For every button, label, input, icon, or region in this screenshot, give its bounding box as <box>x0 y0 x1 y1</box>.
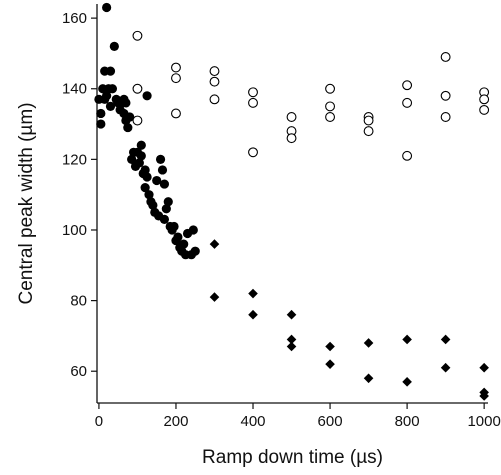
filled-circle-point <box>140 165 150 175</box>
filled-circle-point <box>148 200 158 210</box>
open-circle-point <box>363 115 374 126</box>
diamond-point <box>479 362 489 373</box>
diamond-point <box>248 288 258 299</box>
filled-circle-point <box>157 165 168 175</box>
diamond-point <box>440 334 451 345</box>
filled-circle-point <box>125 112 135 122</box>
filled-circle-point <box>105 66 116 76</box>
open-circle-point <box>440 52 451 62</box>
diamond-point <box>286 309 297 320</box>
open-circle-point <box>209 94 220 105</box>
filled-circle-point <box>159 214 170 224</box>
x-tick-label: 0 <box>95 413 103 430</box>
open-circle-point <box>132 30 143 41</box>
diamond-point <box>325 341 335 352</box>
open-circle-point <box>479 104 490 115</box>
filled-circle-point <box>161 204 171 214</box>
diamond-point <box>363 338 374 348</box>
diamond-point <box>402 377 412 387</box>
filled-circle-point <box>123 122 133 133</box>
filled-circle-point <box>121 98 131 108</box>
open-circle-point <box>171 108 181 119</box>
filled-circle-point <box>144 190 154 200</box>
filled-circle-point <box>163 197 173 207</box>
diamond-point <box>209 239 220 249</box>
y-tick-label: 80 <box>70 293 87 310</box>
open-circle-point <box>402 80 413 91</box>
open-circle-point <box>440 90 451 101</box>
open-circle-point <box>132 83 143 94</box>
open-circle-point <box>171 73 181 84</box>
diamond-point <box>363 373 374 384</box>
x-tick-label: 1000 <box>467 413 500 430</box>
open-circle-point <box>402 150 413 161</box>
filled-circle-point <box>96 119 106 129</box>
diamond-point <box>440 362 451 373</box>
diamond-point <box>248 309 258 320</box>
diamond-point <box>286 334 297 345</box>
diamond-point <box>402 334 412 345</box>
filled-circle-point <box>188 225 198 235</box>
y-tick-label: 60 <box>70 363 87 380</box>
open-circle-point <box>363 126 374 137</box>
open-circle-point <box>402 97 413 108</box>
filled-circle-point <box>109 41 119 51</box>
y-axis-label: Central peak width (µm) <box>16 102 37 304</box>
filled-circle-point <box>140 183 150 193</box>
filled-circle-point <box>134 158 144 168</box>
diamond-point <box>286 341 297 352</box>
open-circle-point <box>132 115 143 126</box>
filled-circle-point <box>102 2 112 13</box>
filled-circle-point <box>136 151 146 161</box>
x-tick-label: 200 <box>163 413 188 430</box>
filled-circle-point <box>136 140 146 150</box>
filled-circle-point <box>173 232 183 242</box>
x-tick-label: 600 <box>318 413 343 430</box>
open-circle-point <box>248 87 258 98</box>
filled-circle-point <box>127 154 137 164</box>
filled-circle-point <box>96 108 106 119</box>
open-circle-point <box>479 94 490 105</box>
filled-circle-point <box>190 246 200 256</box>
open-circle-point <box>286 112 297 122</box>
y-axis-ticks: 60 80 100 120 140 160 <box>62 10 97 380</box>
diamond-point <box>209 292 220 302</box>
open-circle-point <box>325 112 336 122</box>
plot-frame <box>96 4 488 404</box>
diamond-point <box>479 391 489 401</box>
filled-circle-point <box>102 91 112 101</box>
filled-circle-point <box>107 84 118 94</box>
open-circle-point <box>209 76 220 87</box>
open-circle-point <box>325 83 336 94</box>
x-tick-label: 800 <box>395 413 420 430</box>
open-circle-point <box>440 112 451 122</box>
filled-circle-point <box>155 154 166 164</box>
x-axis-label: Ramp down time (µs) <box>202 447 383 468</box>
y-tick-label: 160 <box>62 10 87 27</box>
y-tick-label: 140 <box>62 81 87 98</box>
open-circle-point <box>248 147 258 158</box>
filled-circle-point <box>179 239 189 249</box>
filled-circle-point <box>152 175 162 186</box>
y-tick-label: 100 <box>62 222 87 239</box>
filled-circle-point <box>105 101 116 111</box>
y-tick-label: 120 <box>62 151 87 168</box>
open-circle-point <box>248 97 258 108</box>
open-circle-point <box>286 133 297 144</box>
filled-circle-point <box>142 91 152 101</box>
open-circle-point <box>325 101 336 112</box>
x-tick-label: 400 <box>240 413 265 430</box>
open-circle-point <box>209 66 220 77</box>
data-points <box>94 2 490 401</box>
filled-circle-point <box>142 172 152 182</box>
open-circle-point <box>171 62 181 73</box>
filled-circle-point <box>159 179 170 189</box>
x-axis-ticks: 0 200 400 600 800 1000 <box>95 403 501 430</box>
diamond-point <box>325 359 335 369</box>
filled-circle-point <box>169 221 179 232</box>
